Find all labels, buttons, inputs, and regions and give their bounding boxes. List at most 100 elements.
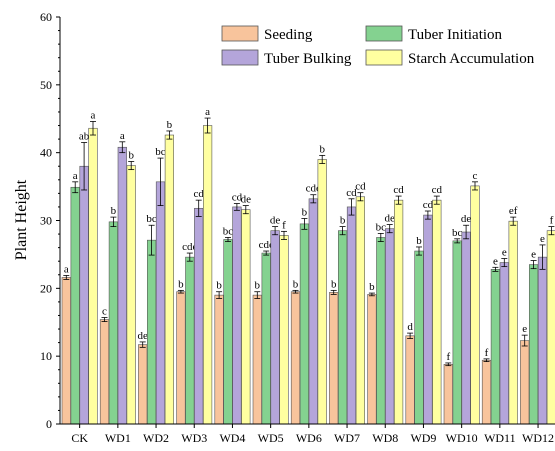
bar-WD11-2 bbox=[499, 262, 509, 425]
bar-WD3-3 bbox=[203, 125, 213, 425]
bar-WD2-1 bbox=[147, 239, 157, 425]
bar-WD10-3 bbox=[470, 185, 480, 425]
axis-layer: 0 10 20 30 40 50 60 CK WD1 WD2 WD3 WD4 WD5 WD6 WD7 WD8 W… bbox=[40, 10, 555, 445]
legend-label-2: Tuber Bulking bbox=[264, 51, 352, 67]
x-tick-label: CK bbox=[71, 431, 88, 445]
significance-label: a bbox=[91, 109, 96, 121]
legend-swatch-1 bbox=[365, 25, 403, 42]
bar-WD12-1 bbox=[528, 264, 539, 425]
significance-label: b bbox=[178, 278, 184, 290]
significance-label: de bbox=[241, 194, 252, 206]
bar-WD8-3 bbox=[393, 199, 404, 425]
significance-label: e bbox=[502, 246, 507, 258]
significance-label: bc bbox=[223, 225, 234, 237]
bar-WD6-2 bbox=[308, 198, 318, 425]
x-tick-label: WD3 bbox=[181, 431, 207, 445]
bar-WD12-3 bbox=[546, 230, 555, 425]
y-tick-label: 40 bbox=[40, 146, 52, 160]
x-tick-label: WD10 bbox=[446, 431, 478, 445]
x-tick-label: WD6 bbox=[296, 431, 322, 445]
bar-WD10-0 bbox=[443, 364, 453, 425]
y-tick-label: 30 bbox=[40, 214, 52, 228]
x-tick-label: WD7 bbox=[334, 431, 360, 445]
significance-label: b bbox=[340, 215, 346, 227]
significance-label: a bbox=[120, 130, 125, 142]
significance-label: b bbox=[416, 235, 422, 247]
significance-label: cd bbox=[423, 199, 434, 211]
bar-WD6-3 bbox=[317, 159, 327, 425]
significance-label: bc bbox=[452, 227, 463, 239]
bar-CK-3 bbox=[88, 127, 98, 425]
bar-WD4-0 bbox=[214, 294, 224, 425]
bar-WD7-2 bbox=[346, 206, 357, 425]
significance-label: ef bbox=[509, 205, 518, 217]
legend-label-0: Seeding bbox=[264, 27, 313, 43]
x-tick-label: WD8 bbox=[372, 431, 398, 445]
significance-label: b bbox=[167, 119, 173, 131]
significance-label: ab bbox=[79, 130, 90, 142]
bar-WD1-0 bbox=[99, 319, 110, 425]
significance-label: e bbox=[522, 323, 527, 335]
significance-label: f bbox=[550, 215, 554, 227]
bar-WD8-0 bbox=[367, 294, 377, 425]
significance-label: b bbox=[319, 143, 325, 155]
bar-WD9-0 bbox=[405, 335, 415, 425]
bar-CK-1 bbox=[70, 186, 80, 425]
significance-label: c bbox=[473, 170, 478, 182]
x-tick-label: WD12 bbox=[522, 431, 554, 445]
bar-WD1-1 bbox=[108, 221, 118, 425]
significance-label: cd bbox=[194, 188, 205, 200]
x-tick-label: WD5 bbox=[258, 431, 284, 445]
bar-WD5-3 bbox=[279, 235, 289, 425]
significance-label: cde bbox=[306, 183, 321, 195]
significance-label: de bbox=[270, 215, 281, 227]
bar-WD10-2 bbox=[461, 231, 471, 425]
bar-WD6-1 bbox=[299, 223, 310, 425]
significance-label: b bbox=[216, 280, 222, 292]
significance-label: bc bbox=[146, 213, 157, 225]
bar-WD12-0 bbox=[520, 340, 530, 425]
significance-label: de bbox=[138, 330, 149, 342]
bar-WD3-2 bbox=[194, 207, 204, 425]
significance-label: f bbox=[446, 351, 450, 363]
x-tick-label: WD11 bbox=[484, 431, 516, 445]
significance-label: e bbox=[493, 255, 498, 267]
bar-WD2-3 bbox=[164, 134, 175, 425]
bar-WD9-3 bbox=[432, 199, 442, 425]
significance-label: cd bbox=[432, 184, 443, 196]
bar-CK-0 bbox=[61, 277, 71, 425]
significance-label: f bbox=[282, 219, 286, 231]
bar-WD1-3 bbox=[126, 165, 136, 425]
legend-swatch-3 bbox=[365, 49, 403, 66]
significance-label: cde bbox=[259, 239, 274, 251]
significance-label: b bbox=[255, 280, 261, 292]
bar-WD5-0 bbox=[252, 294, 262, 425]
legend-label-1: Tuber Initiation bbox=[408, 27, 503, 43]
bar-WD3-1 bbox=[185, 256, 195, 425]
significance-label: a bbox=[64, 263, 69, 275]
x-tick-label: WD1 bbox=[105, 431, 131, 445]
bar-WD2-0 bbox=[138, 344, 148, 425]
bar-WD4-3 bbox=[241, 209, 251, 425]
bar-WD5-1 bbox=[261, 252, 271, 425]
bar-WD8-1 bbox=[376, 237, 386, 425]
significance-label: bc bbox=[155, 146, 166, 158]
significance-label: b bbox=[302, 206, 308, 218]
significance-label: d bbox=[407, 321, 413, 333]
significance-label: b bbox=[331, 278, 337, 290]
significance-label: f bbox=[485, 347, 489, 359]
y-tick-label: 50 bbox=[40, 78, 52, 92]
y-tick-label: 20 bbox=[40, 281, 52, 295]
x-tick-label: WD2 bbox=[143, 431, 169, 445]
significance-label: e bbox=[531, 249, 536, 261]
significance-label: b bbox=[111, 205, 117, 217]
bar-WD6-0 bbox=[290, 291, 301, 425]
significance-label: b bbox=[293, 278, 299, 290]
legend-swatch-0 bbox=[221, 25, 259, 42]
bar-WD9-2 bbox=[423, 214, 433, 425]
significance-label: b bbox=[369, 281, 375, 293]
legend: Seeding Tuber Initiation Tuber Bulking Star… bbox=[221, 25, 535, 67]
